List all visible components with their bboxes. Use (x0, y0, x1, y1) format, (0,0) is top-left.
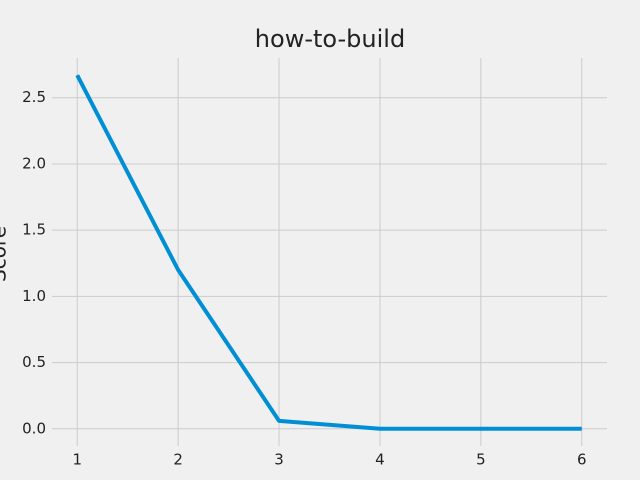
x-tick-label: 1 (72, 451, 82, 469)
x-tick-label: 5 (476, 451, 486, 469)
y-tick-label: 1.0 (22, 287, 46, 305)
y-axis-label: Score (0, 226, 11, 282)
x-tick-label: 4 (375, 451, 385, 469)
x-tick-label: 6 (577, 451, 587, 469)
x-tick-label: 3 (274, 451, 284, 469)
chart-title: how-to-build (255, 25, 405, 53)
y-tick-label: 0.0 (22, 419, 46, 437)
y-tick-label: 2.0 (22, 154, 46, 172)
x-tick-label: 2 (173, 451, 183, 469)
y-tick-label: 2.5 (22, 88, 46, 106)
x-axis-label: Number of Clusters (233, 477, 427, 480)
y-tick-label: 1.5 (22, 221, 46, 239)
y-tick-label: 0.5 (22, 353, 46, 371)
line-series (75, 74, 582, 431)
